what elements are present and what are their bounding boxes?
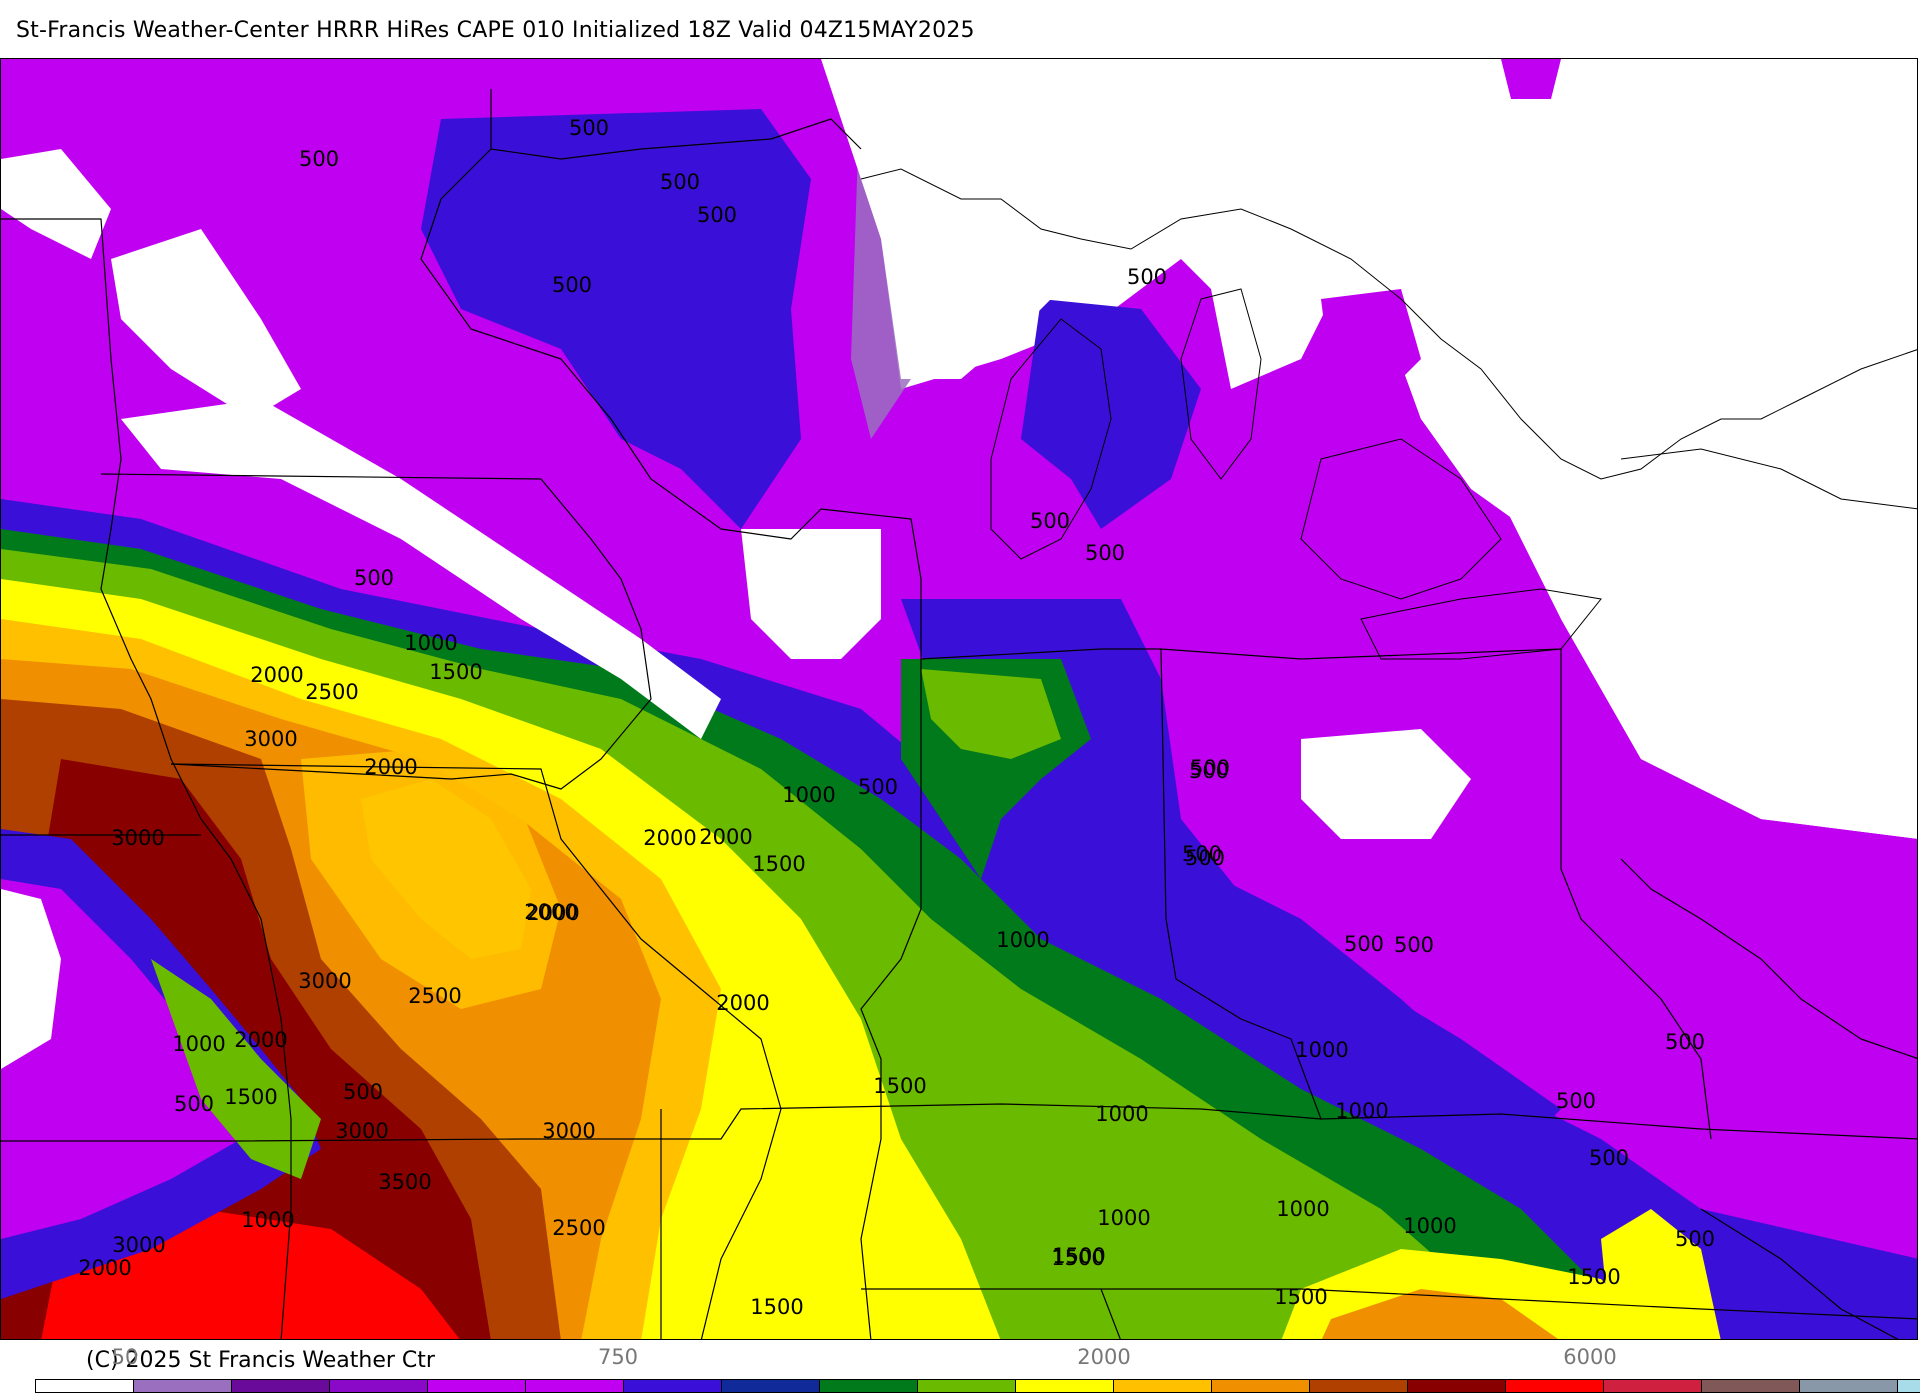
legend-swatch (918, 1380, 1016, 1392)
cape-region-blue-central (1021, 299, 1201, 529)
legend-swatch (134, 1380, 232, 1392)
legend-swatch (428, 1380, 526, 1392)
color-legend-bar (35, 1379, 1920, 1393)
cape-region-white-northeast (821, 59, 1917, 839)
legend-swatch (1114, 1380, 1212, 1392)
legend-swatch (526, 1380, 624, 1392)
legend-swatch (36, 1380, 134, 1392)
cape-region-lgreen-central (921, 669, 1061, 759)
legend-swatch (1800, 1380, 1898, 1392)
legend-swatch (1408, 1380, 1506, 1392)
cape-region-blue-north (421, 109, 811, 529)
cape-region-white-nw (1, 149, 111, 259)
legend-tick-label: 2000 (1077, 1345, 1131, 1369)
map-title: St-Francis Weather-Center HRRR HiRes CAP… (16, 18, 975, 43)
cape-map-canvas (1, 59, 1917, 1339)
legend-tick-label: 6000 (1563, 1345, 1617, 1369)
legend-swatch (1898, 1380, 1920, 1392)
cape-region-se-orange (1321, 1289, 1559, 1339)
legend-swatch (624, 1380, 722, 1392)
legend-swatch (1702, 1380, 1800, 1392)
cape-region-white-central-lake (741, 529, 881, 659)
political-borders (1, 89, 1917, 1339)
lake-outlines (860, 168, 1917, 660)
cape-region-ne-magenta-1 (1321, 289, 1421, 399)
copyright-text: (C) 2025 St Francis Weather Ctr (86, 1348, 435, 1373)
legend-swatch (1604, 1380, 1702, 1392)
cape-region-west-magenta (1, 879, 241, 1239)
cape-region-west-green (151, 959, 321, 1179)
cape-region-ne-magenta-2 (1501, 59, 1561, 99)
legend-swatch (722, 1380, 820, 1392)
legend-swatch (1506, 1380, 1604, 1392)
legend-swatch (232, 1380, 330, 1392)
cape-region-white-west (1, 889, 61, 1069)
cape-region-gold-core (301, 749, 561, 1009)
legend-tick-label: 50 (111, 1345, 139, 1369)
cape-region-white-band (121, 399, 721, 739)
legend-swatch (820, 1380, 918, 1392)
cape-region-se-yellow-2 (1601, 1209, 1721, 1339)
legend-tick-label: 750 (597, 1345, 639, 1369)
legend-swatch (1016, 1380, 1114, 1392)
cape-region-white-east-pocket (1301, 729, 1471, 839)
legend-swatch (1310, 1380, 1408, 1392)
legend-swatch (1212, 1380, 1310, 1392)
legend-swatch (330, 1380, 428, 1392)
cape-map: 500 500 500 500 500 500 500 1000 1500 2000 2500 300… (0, 58, 1918, 1340)
cape-region-white-lake (111, 229, 301, 419)
